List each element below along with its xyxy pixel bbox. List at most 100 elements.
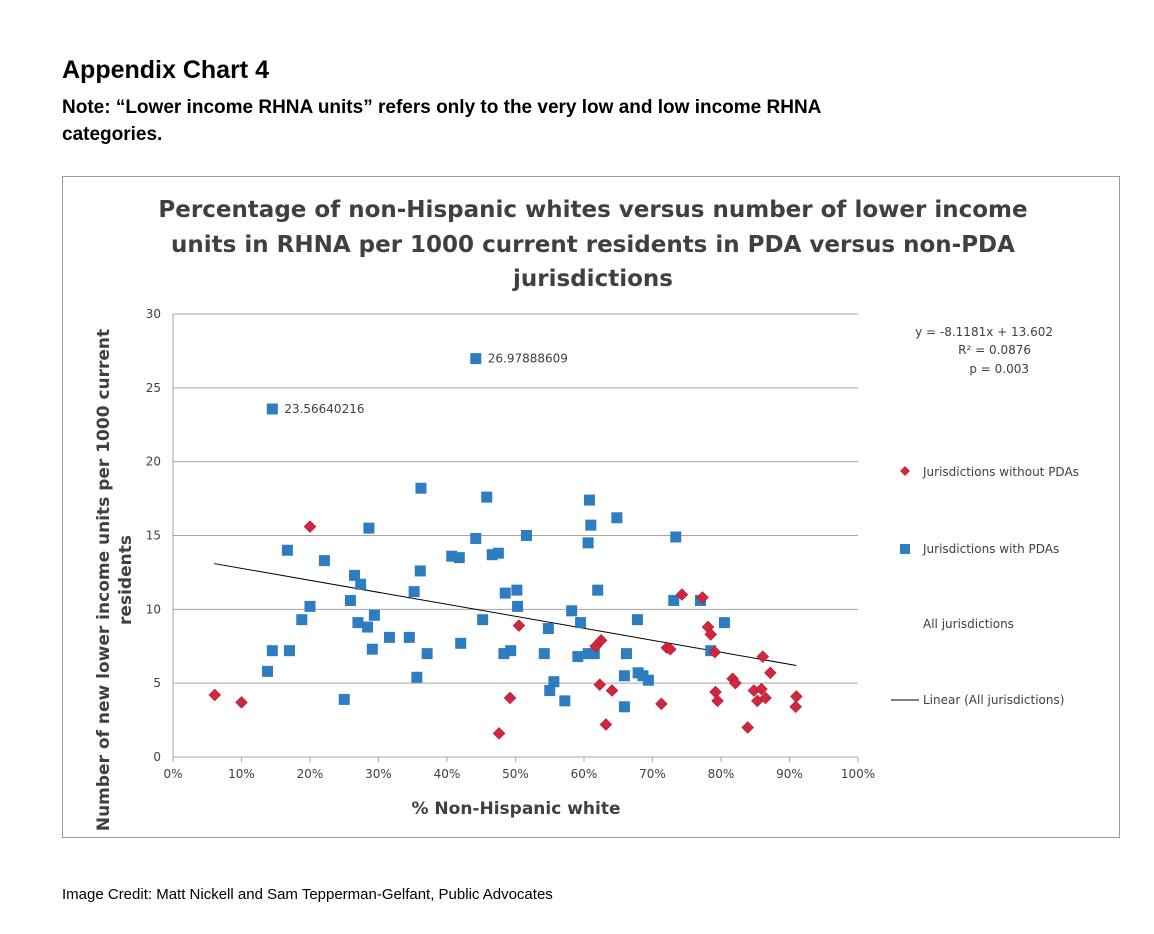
legend-label-all: All jurisdictions (923, 617, 1014, 631)
data-label: 26.97888609 (488, 352, 568, 366)
data-point-without-pdas (512, 619, 526, 632)
data-point-with-pdas (642, 674, 654, 686)
regression-p-value: p = 0.003 (969, 362, 1029, 376)
data-point-with-pdas (477, 614, 489, 626)
data-point-with-pdas (481, 491, 493, 503)
chart-frame: Percentage of non-Hispanic whites versus… (62, 176, 1120, 838)
regression-equation: y = -8.1181x + 13.602 (915, 325, 1053, 339)
data-point-with-pdas (575, 617, 587, 629)
data-point-with-pdas (362, 621, 374, 633)
document-note: Note: “Lower income RHNA units” refers o… (62, 97, 821, 145)
data-point-with-pdas (548, 676, 560, 688)
data-point-without-pdas (741, 721, 755, 734)
data-point-without-pdas (711, 694, 724, 708)
data-point-without-pdas (235, 696, 248, 709)
legend-label-without-pdas: Jurisdictions without PDAs (922, 465, 1079, 479)
data-point-with-pdas (266, 645, 278, 657)
data-point-without-pdas (208, 688, 222, 702)
x-tick-label: 90% (776, 767, 803, 781)
x-tick-label: 80% (708, 767, 735, 781)
data-point-with-pdas (338, 693, 350, 705)
data-point-with-pdas (421, 648, 433, 660)
data-point-with-pdas (592, 584, 604, 596)
regression-stats: y = -8.1181x + 13.602 R² = 0.0876 p = 0.… (915, 325, 1053, 376)
data-point-with-pdas (296, 614, 308, 626)
data-point-without-pdas (593, 678, 607, 691)
data-point-with-pdas (542, 623, 554, 635)
x-tick-label: 20% (297, 767, 324, 781)
data-point-with-pdas (582, 537, 594, 549)
data-point-with-pdas (498, 648, 510, 660)
x-tick-label: 60% (571, 767, 598, 781)
data-label: 23.56640216 (284, 402, 364, 416)
y-tick-label: 25 (146, 381, 161, 395)
legend: Jurisdictions without PDAs Jurisdictions… (891, 465, 1079, 707)
data-point-with-pdas (414, 565, 426, 577)
data-point-without-pdas (759, 691, 772, 705)
data-point-with-pdas (670, 531, 682, 543)
data-point-with-pdas (499, 587, 511, 599)
data-point-without-pdas (605, 684, 619, 697)
x-tick-label: 10% (228, 767, 255, 781)
data-point-with-pdas (585, 519, 597, 531)
data-point-with-pdas (566, 605, 578, 617)
data-point-without-pdas (492, 727, 506, 740)
data-point-with-pdas (470, 532, 482, 544)
data-point-with-pdas (618, 701, 630, 713)
data-point-with-pdas (349, 569, 361, 581)
data-point-without-pdas (789, 700, 803, 714)
x-tick-label: 70% (639, 767, 666, 781)
data-point-with-pdas (538, 648, 550, 660)
data-point-with-pdas (355, 578, 367, 590)
x-tick-label: 100% (841, 767, 875, 781)
data-point-with-pdas (283, 645, 295, 657)
y-tick-label: 5 (153, 676, 161, 690)
x-tick-label: 0% (163, 767, 182, 781)
data-point-without-pdas (709, 685, 722, 699)
data-point-with-pdas (318, 555, 330, 567)
data-point-without-pdas (655, 697, 668, 711)
data-point-with-pdas (512, 600, 524, 612)
data-point-with-pdas (411, 671, 423, 683)
data-point-without-pdas (708, 645, 722, 659)
scatter-chart: Percentage of non-Hispanic whites versus… (94, 197, 1079, 831)
chart-title-line-1: Percentage of non-Hispanic whites versus… (158, 197, 1027, 223)
data-point-with-pdas (544, 685, 556, 697)
x-axis-label: % Non-Hispanic white (411, 799, 620, 819)
data-point-with-pdas (588, 648, 600, 660)
data-point-without-pdas (763, 666, 777, 680)
trendline-group (214, 563, 797, 666)
data-point-without-pdas (303, 520, 317, 533)
data-point-with-pdas (266, 403, 278, 415)
y-tick-label: 10 (146, 602, 161, 616)
data-point-with-pdas (511, 584, 523, 596)
x-tick-label: 40% (434, 767, 461, 781)
chart-title-line-3: jurisdictions (512, 266, 673, 292)
data-point-with-pdas (520, 530, 532, 541)
data-point-with-pdas (352, 617, 364, 629)
legend-square-marker (900, 544, 910, 554)
y-axis-label: Number of new lower income units per 100… (94, 329, 136, 831)
data-annotations: 26.97888609 23.56640216 (284, 352, 568, 416)
data-point-with-pdas (453, 552, 465, 564)
data-point-with-pdas (618, 670, 630, 682)
data-point-with-pdas (718, 617, 730, 629)
y-axis-label-line-2: residents (116, 535, 136, 625)
data-point-with-pdas (620, 648, 632, 660)
x-tick-label: 30% (365, 767, 392, 781)
chart-title-line-2: units in RHNA per 1000 current residents… (171, 232, 1015, 258)
data-point-with-pdas (344, 594, 356, 606)
data-point-with-pdas (668, 594, 680, 606)
data-point-without-pdas (704, 628, 718, 641)
series-jurisdictions-without-pdas (208, 520, 803, 740)
data-point-without-pdas (599, 718, 613, 731)
data-point-with-pdas (611, 512, 623, 524)
data-point-with-pdas (572, 651, 584, 663)
linear-trendline (214, 563, 797, 666)
data-point-without-pdas (589, 639, 602, 653)
data-point-without-pdas (696, 591, 709, 604)
data-point-with-pdas (559, 695, 571, 707)
x-tick-label: 50% (502, 767, 529, 781)
data-point-with-pdas (455, 637, 467, 649)
data-point-without-pdas (789, 690, 803, 703)
